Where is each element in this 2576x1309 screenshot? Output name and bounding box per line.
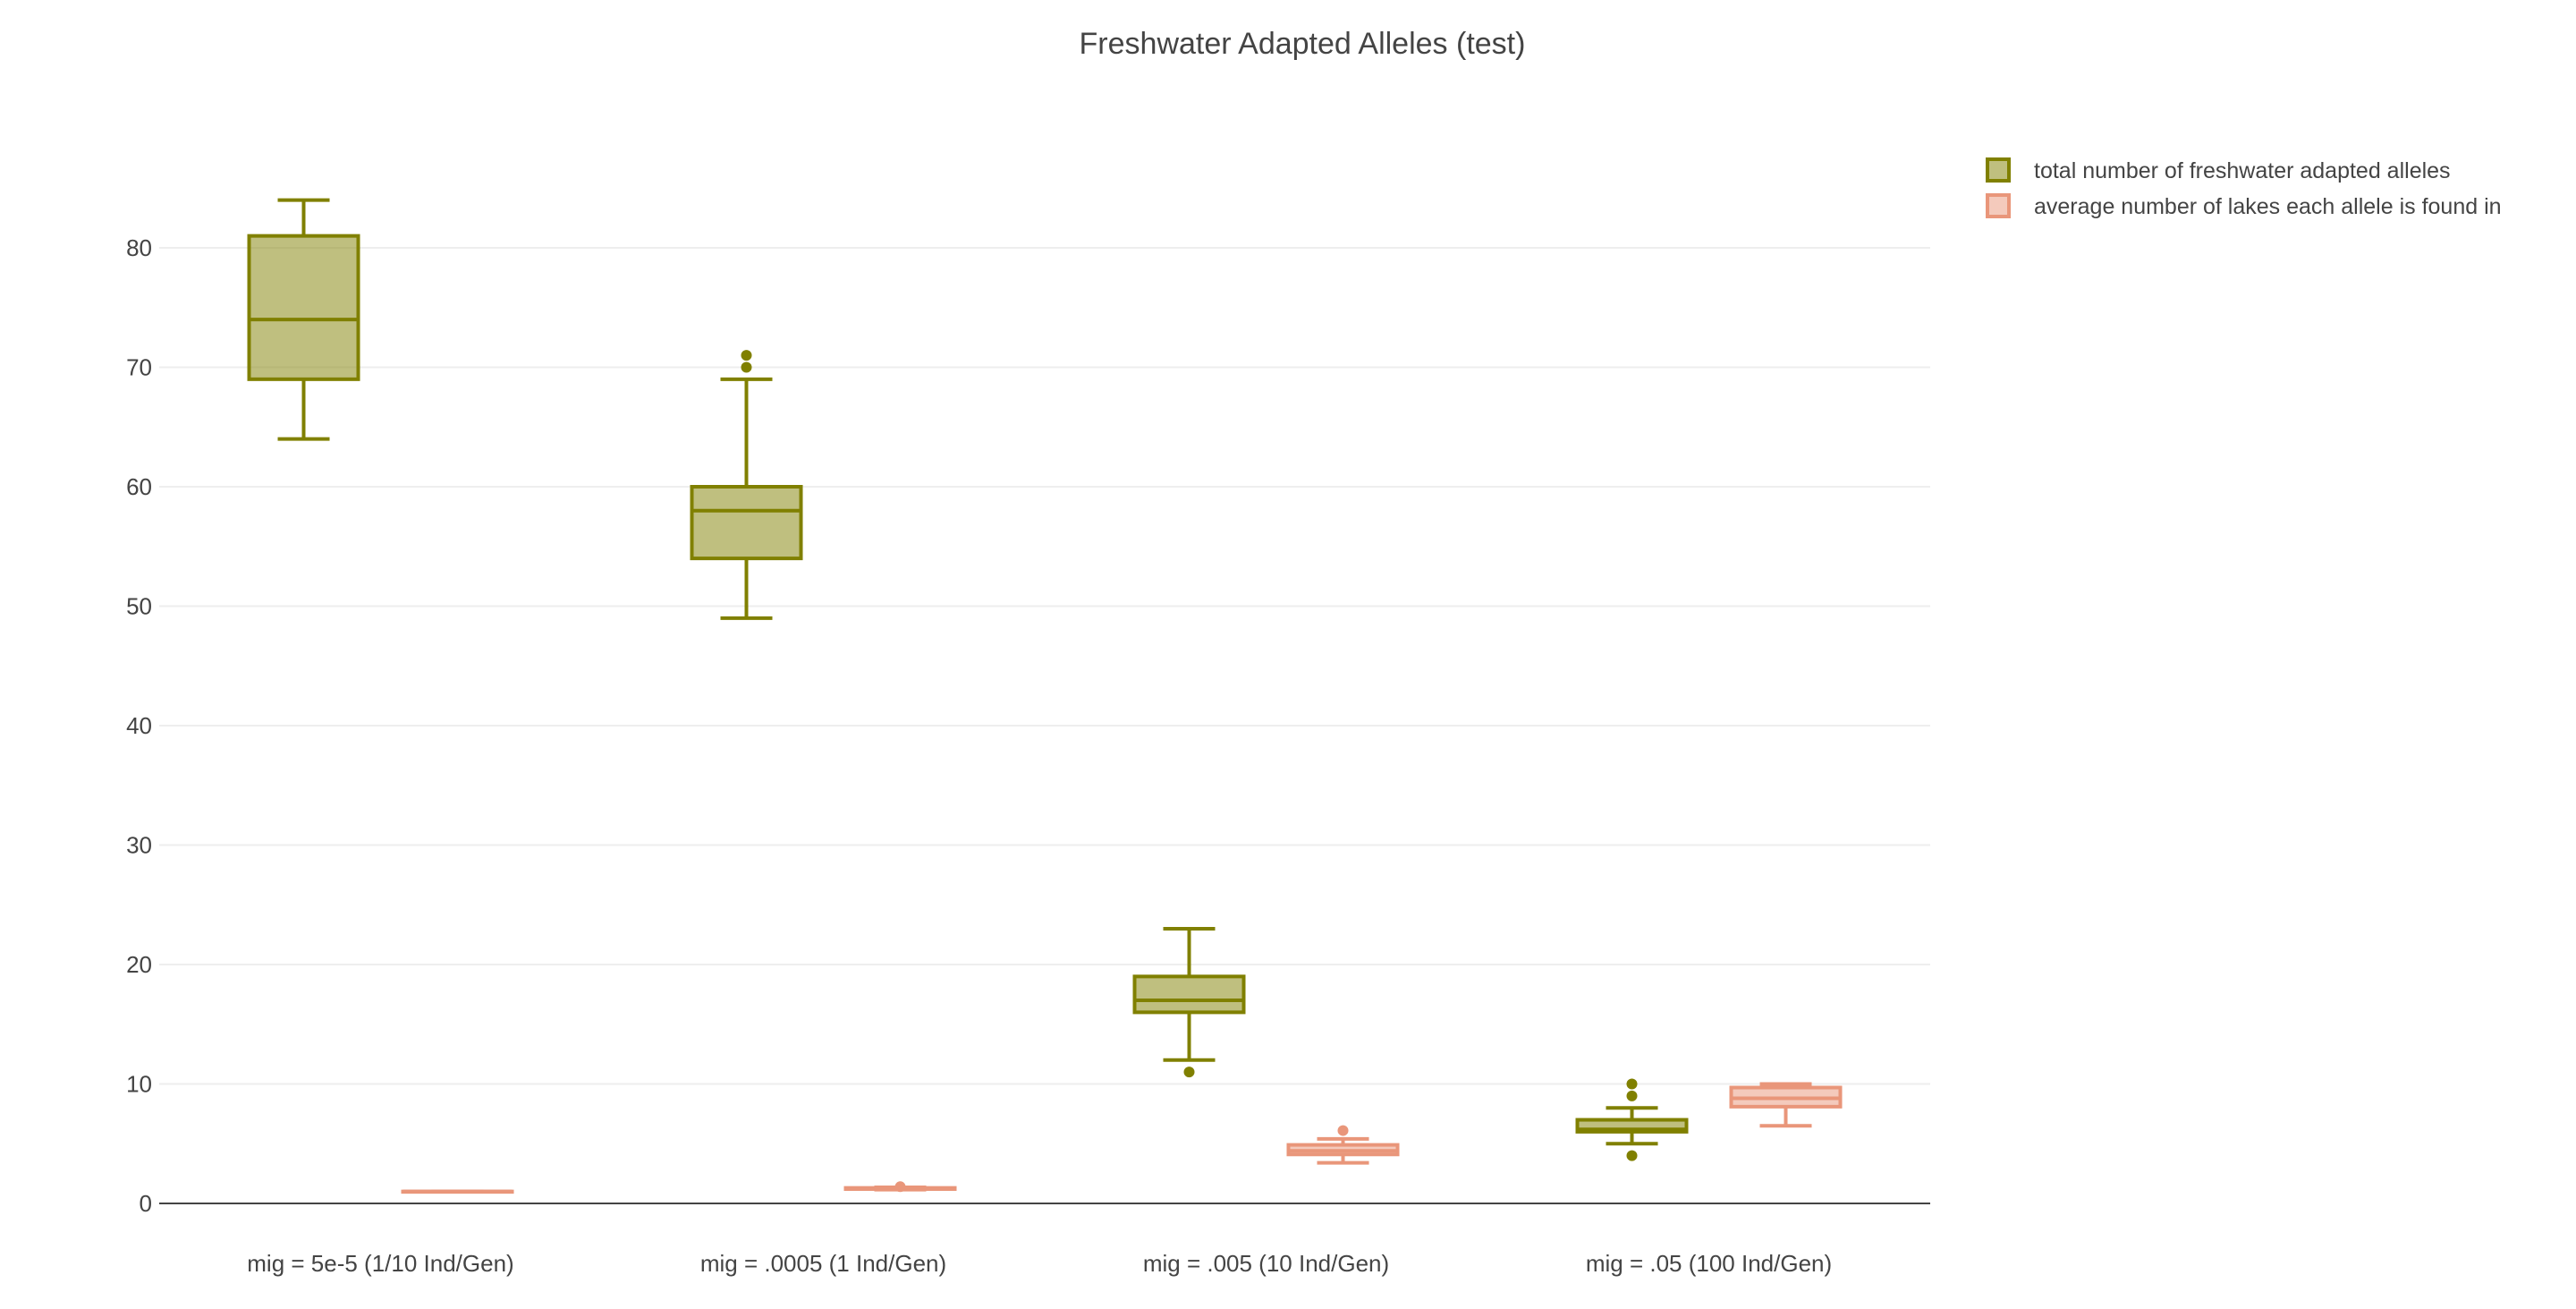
x-tick-label-3: mig = .005 (10 Ind/Gen) xyxy=(1143,1250,1389,1277)
box-2-2 xyxy=(843,1181,957,1193)
y-tick-label-70: 70 xyxy=(126,354,152,381)
series-1 xyxy=(247,198,1689,1161)
box-body xyxy=(690,485,803,561)
outlier-point-2 xyxy=(1626,1090,1638,1101)
box-2-4 xyxy=(1729,1082,1843,1128)
box-body xyxy=(247,234,360,381)
box-1-4 xyxy=(1575,1078,1689,1161)
y-tick-label-20: 20 xyxy=(126,951,152,978)
y-axis-tick-labels: 0 10 20 30 40 50 60 70 80 xyxy=(126,234,152,1217)
outlier-point-1 xyxy=(741,361,752,373)
box-series xyxy=(247,198,1843,1194)
y-tick-label-30: 30 xyxy=(126,832,152,859)
legend-item-1[interactable]: total number of freshwater adapted allel… xyxy=(1986,157,2451,183)
y-tick-label-10: 10 xyxy=(126,1071,152,1098)
legend-label: total number of freshwater adapted allel… xyxy=(2034,158,2451,183)
y-tick-label-0: 0 xyxy=(140,1190,152,1217)
grid-lines xyxy=(159,247,1930,1085)
outlier-point-2 xyxy=(741,350,752,361)
legend-swatch xyxy=(1986,157,2011,183)
box-1-2 xyxy=(690,350,803,620)
y-tick-label-40: 40 xyxy=(126,712,152,739)
box-2-1 xyxy=(401,1189,514,1194)
box-1-3 xyxy=(1132,926,1246,1078)
chart-title: Freshwater Adapted Alleles (test) xyxy=(1080,27,1526,61)
legend-label: average number of lakes each allele is f… xyxy=(2034,194,2502,219)
box-1-1 xyxy=(247,198,360,441)
y-tick-label-50: 50 xyxy=(126,593,152,620)
legend[interactable]: total number of freshwater adapted allel… xyxy=(1986,157,2502,219)
x-tick-label-2: mig = .0005 (1 Ind/Gen) xyxy=(700,1250,946,1277)
y-tick-label-80: 80 xyxy=(126,234,152,261)
outlier-point-1 xyxy=(1626,1150,1638,1161)
legend-item-2[interactable]: average number of lakes each allele is f… xyxy=(1986,193,2502,219)
outlier-point-1 xyxy=(1337,1125,1349,1136)
x-tick-label-1: mig = 5e-5 (1/10 Ind/Gen) xyxy=(247,1250,513,1277)
x-axis-tick-labels: mig = 5e-5 (1/10 Ind/Gen) mig = .0005 (1 … xyxy=(247,1250,1832,1277)
series-2 xyxy=(401,1082,1843,1194)
legend-swatch xyxy=(1986,193,2011,218)
outlier-point-1 xyxy=(1183,1067,1195,1078)
y-tick-label-60: 60 xyxy=(126,473,152,500)
outlier-point-3 xyxy=(1626,1078,1638,1090)
x-tick-label-4: mig = .05 (100 Ind/Gen) xyxy=(1586,1250,1832,1277)
outlier-point-1 xyxy=(894,1181,906,1193)
box-body xyxy=(1132,974,1246,1015)
box-2-3 xyxy=(1286,1125,1400,1165)
